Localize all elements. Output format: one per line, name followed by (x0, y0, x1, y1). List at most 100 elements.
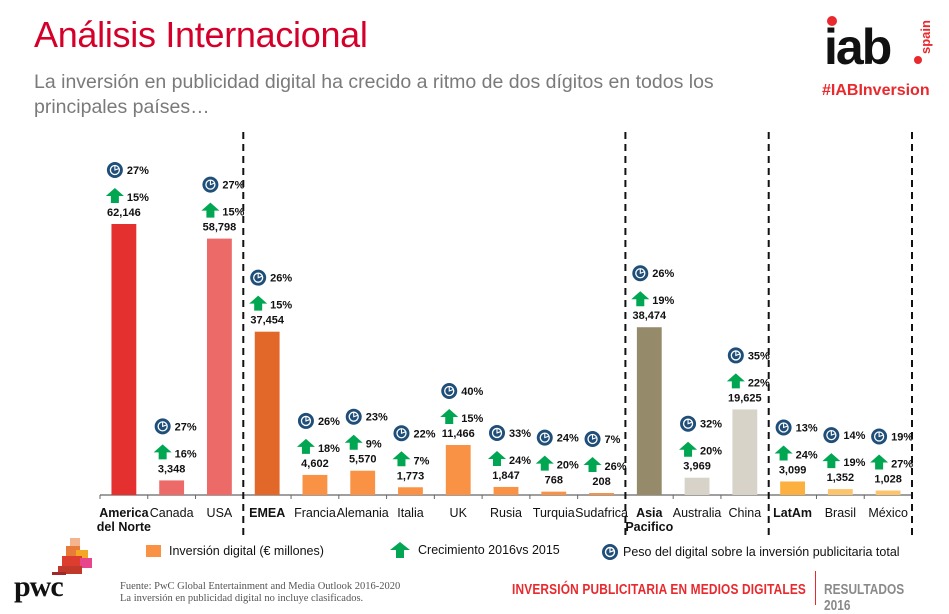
growth-label: 19% (652, 295, 674, 307)
growth-label: 18% (318, 443, 340, 455)
value-label: 1,352 (827, 472, 855, 484)
category-label-line2: Pacifico (625, 520, 673, 534)
growth-arrow-icon (774, 445, 793, 461)
pie-chart-icon-hand (257, 273, 263, 279)
value-label: 1,028 (874, 474, 902, 486)
category-label-line2: del Norte (97, 520, 151, 534)
bar (827, 489, 853, 495)
growth-arrow-icon (726, 373, 745, 389)
bar (493, 486, 519, 495)
growth-arrow-icon (153, 444, 172, 460)
peso-label: 35% (748, 350, 770, 362)
pwc-logo-mark (52, 538, 92, 575)
pie-chart-icon-hand (448, 386, 454, 392)
bar (636, 327, 662, 495)
legend-investment-label: Inversión digital (€ millones) (169, 544, 324, 558)
pwc-wordmark: pwc (14, 570, 64, 603)
category-label: Brasil (825, 506, 856, 520)
growth-arrow-icon (392, 451, 411, 467)
growth-label: 15% (222, 207, 244, 219)
footer-divider (815, 571, 816, 605)
growth-label: 15% (461, 413, 483, 425)
iab-logo-dot2 (914, 56, 922, 64)
category-label: Francia (294, 506, 336, 520)
value-label: 768 (545, 475, 563, 487)
value-label: 37,454 (250, 315, 285, 327)
bar (159, 480, 185, 495)
category-label: LatAm (773, 506, 812, 520)
value-label: 3,099 (779, 464, 807, 476)
growth-arrow-icon (249, 295, 268, 311)
value-label: 38,474 (632, 310, 667, 322)
growth-label: 16% (175, 448, 197, 460)
bar (302, 474, 328, 495)
bar (206, 238, 232, 496)
growth-arrow-icon (870, 454, 889, 470)
value-label: 1,773 (397, 470, 425, 482)
category-label: Asia (636, 506, 663, 520)
category-label: Rusia (490, 506, 522, 520)
growth-arrow-icon (105, 188, 124, 203)
value-label: 4,602 (301, 458, 329, 470)
peso-label: 27% (127, 165, 149, 177)
growth-arrow-icon (822, 453, 841, 469)
peso-label: 26% (270, 273, 292, 285)
iab-logo-dot (827, 16, 837, 26)
green-up-arrow-icon (390, 542, 410, 558)
growth-arrow-icon (535, 455, 554, 471)
pie-chart-icon-hand (687, 419, 693, 425)
pie-chart-icon-hand (305, 416, 311, 422)
peso-label: 23% (366, 412, 388, 424)
value-label: 3,348 (158, 463, 186, 475)
bar (445, 445, 471, 495)
growth-arrow-icon (201, 202, 220, 218)
growth-label: 20% (700, 446, 722, 458)
peso-label: 24% (557, 433, 579, 445)
growth-label: 24% (509, 455, 531, 467)
source-line-2: La inversión en publicidad digital no in… (120, 593, 364, 604)
pie-chart-icon-hand (591, 434, 597, 440)
value-label: 208 (592, 476, 610, 488)
category-label: USA (207, 506, 233, 520)
bar (589, 493, 614, 495)
growth-arrow-icon (679, 441, 698, 457)
legend-peso-label: Peso del digital sobre la inversión publ… (623, 545, 900, 559)
page-subtitle: La inversión en publicidad digital ha cr… (34, 71, 714, 118)
peso-label: 33% (509, 428, 531, 440)
peso-label: 19% (891, 432, 913, 444)
bar (684, 477, 710, 495)
value-label: 1,847 (492, 470, 520, 482)
legend-investment: Inversión digital (€ millones) (146, 544, 324, 558)
growth-arrow-icon (344, 434, 363, 450)
peso-label: 26% (652, 268, 674, 280)
category-label: México (868, 506, 908, 520)
pie-chart-icon-hand (783, 422, 788, 429)
legend-growth: Crecimiento 2016vs 2015 (390, 542, 560, 558)
hashtag: #IABInversion (822, 82, 930, 99)
category-label: Sudafrica (575, 506, 628, 520)
bar (350, 470, 376, 495)
pie-chart-icon-hand (400, 428, 406, 435)
growth-arrow-icon (583, 457, 602, 472)
iab-logo: iab spain (824, 16, 933, 72)
pie-chart-icon-hand (735, 350, 741, 357)
growth-label: 20% (557, 460, 579, 472)
category-label: Turquia (533, 506, 575, 520)
category-label: Italia (397, 506, 423, 520)
peso-label: 7% (605, 434, 621, 446)
pie-chart-icon (602, 544, 618, 560)
pie-chart-icon-hand (162, 421, 168, 428)
bar (254, 331, 280, 495)
page-title: Análisis Internacional (34, 14, 368, 55)
peso-label: 27% (175, 421, 197, 433)
value-label: 62,146 (107, 207, 141, 219)
category-label: UK (450, 506, 468, 520)
growth-arrow-icon (631, 291, 650, 307)
growth-label: 22% (748, 377, 770, 389)
source-note: Fuente: PwC Global Entertainment and Med… (120, 581, 400, 605)
bar (398, 487, 423, 495)
growth-label: 7% (413, 455, 429, 467)
growth-arrow-icon (440, 409, 459, 425)
source-line-1: Fuente: PwC Global Entertainment and Med… (120, 581, 401, 592)
